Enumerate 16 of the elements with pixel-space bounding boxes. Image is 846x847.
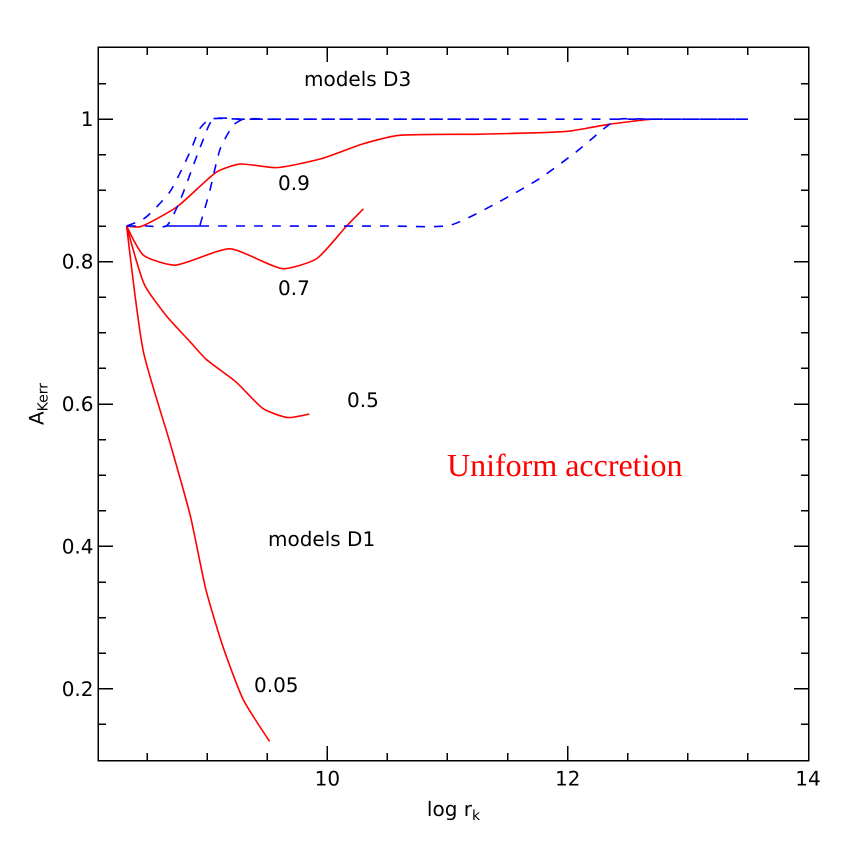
annotation: 0.7 [278,276,310,300]
x-axis-title: log r$_{k}$ [426,796,481,824]
text: Uniform accretion [447,447,682,483]
x-tick-label: 12 [554,766,580,790]
x-tick-label: 14 [795,766,821,790]
x-tick-label: 10 [314,766,340,790]
y-tick-label: 1 [80,107,94,132]
annotation: 0.9 [278,171,310,195]
y-tick-label: 0.4 [62,534,94,558]
y-tick-label: 0.2 [62,676,94,701]
annotation: 0.5 [347,388,379,412]
y-tick-label: 0.6 [62,392,94,416]
annotation: models D1 [268,527,376,551]
annotation: 0.05 [254,673,299,697]
y-tick-label: 0.8 [62,250,94,274]
annotation: models D3 [304,67,412,91]
